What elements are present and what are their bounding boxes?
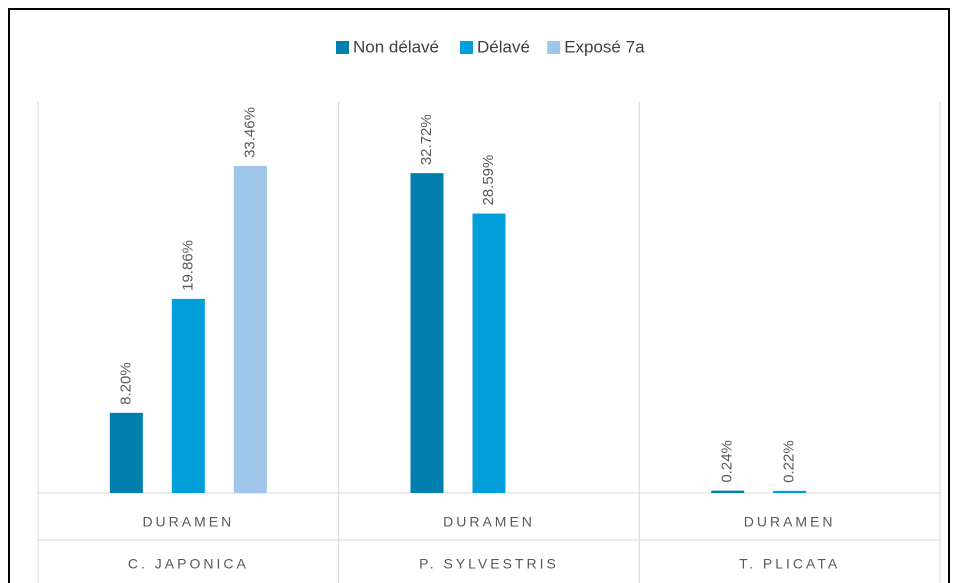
data-label: 32.72% xyxy=(418,114,435,165)
data-label: 0.24% xyxy=(719,440,736,483)
bar xyxy=(410,173,444,494)
bar xyxy=(711,490,745,493)
data-label: 33.46% xyxy=(241,107,258,158)
legend-label: Non délavé xyxy=(353,37,439,56)
bar xyxy=(773,490,807,493)
legend-label: Délavé xyxy=(477,37,530,56)
x-tick-label: DURAMEN xyxy=(443,514,535,530)
x-tick-label: DURAMEN xyxy=(744,514,836,530)
x-tick-label: P. SYLVESTRIS xyxy=(419,556,559,572)
x-tick-label: DURAMEN xyxy=(142,514,234,530)
data-label: 28.59% xyxy=(480,155,497,206)
legend-swatch xyxy=(547,41,561,54)
legend-swatch xyxy=(460,41,473,54)
legend-swatch xyxy=(336,41,349,54)
data-label: 8.20% xyxy=(117,362,134,405)
bar xyxy=(233,165,267,493)
x-tick-label: C. JAPONICA xyxy=(128,556,249,572)
x-tick-label: T. PLICATA xyxy=(739,556,840,572)
chart-border xyxy=(8,8,950,583)
bar xyxy=(472,213,506,493)
bar xyxy=(109,412,143,493)
data-label: 19.86% xyxy=(179,240,196,291)
legend-label: Exposé 7a xyxy=(564,37,645,56)
data-label: 0.22% xyxy=(781,440,798,483)
bar xyxy=(171,298,205,493)
